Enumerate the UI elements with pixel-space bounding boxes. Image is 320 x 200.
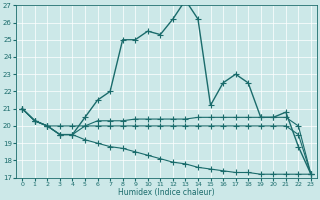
X-axis label: Humidex (Indice chaleur): Humidex (Indice chaleur) (118, 188, 215, 197)
